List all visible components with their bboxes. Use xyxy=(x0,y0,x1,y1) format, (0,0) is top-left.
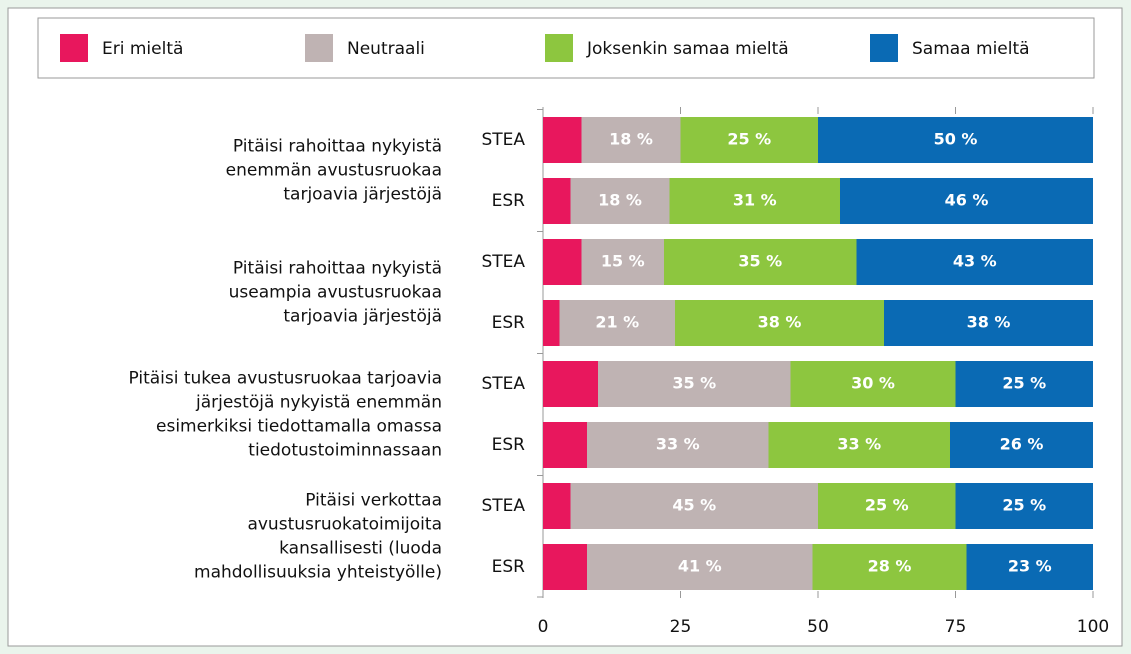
bar-segment xyxy=(559,300,675,346)
value-label: 18 % xyxy=(598,191,642,210)
group-label: järjestöjä nykyistä enemmän xyxy=(195,393,442,413)
value-label: 30 % xyxy=(851,374,895,393)
value-label: 28 % xyxy=(868,557,912,576)
value-label: 35 % xyxy=(672,374,716,393)
category-label: STEA xyxy=(481,496,525,516)
legend-swatch xyxy=(60,34,88,62)
group-label: mahdollisuuksia yhteistyölle) xyxy=(194,563,442,583)
bar-segment xyxy=(818,483,956,529)
bar-segment xyxy=(812,544,967,590)
value-label: 25 % xyxy=(727,130,771,149)
category-label: ESR xyxy=(492,313,526,333)
value-label: 25 % xyxy=(1002,374,1046,393)
category-label: ESR xyxy=(492,435,526,455)
value-label: 31 % xyxy=(733,191,777,210)
legend-label: Joksenkin samaa mieltä xyxy=(586,39,789,59)
legend-swatch xyxy=(870,34,898,62)
bar-segment xyxy=(543,422,587,468)
bar-segment xyxy=(543,483,571,529)
bar-segment xyxy=(768,422,950,468)
bar-segment xyxy=(884,300,1093,346)
legend-label: Neutraali xyxy=(347,39,425,59)
bar-segment xyxy=(543,178,571,224)
value-label: 41 % xyxy=(678,557,722,576)
value-label: 43 % xyxy=(953,252,997,271)
bar-segment xyxy=(955,361,1093,407)
bar-segment xyxy=(818,117,1093,163)
group-label: tiedotustoiminnassaan xyxy=(248,441,442,461)
legend-label: Samaa mieltä xyxy=(912,39,1030,59)
value-label: 50 % xyxy=(934,130,978,149)
value-label: 15 % xyxy=(601,252,645,271)
category-label: STEA xyxy=(481,252,525,272)
bar-segment xyxy=(543,239,582,285)
x-tick-label: 100 xyxy=(1077,617,1109,637)
bar-segment xyxy=(675,300,884,346)
category-label: ESR xyxy=(492,557,526,577)
group-label: esimerkiksi tiedottamalla omassa xyxy=(156,417,442,437)
value-label: 18 % xyxy=(609,130,653,149)
category-label: STEA xyxy=(481,374,525,394)
x-tick-label: 50 xyxy=(807,617,829,637)
value-label: 21 % xyxy=(595,313,639,332)
bar-segment xyxy=(570,178,670,224)
bar-segment xyxy=(543,117,582,163)
bar-segment xyxy=(950,422,1093,468)
group-label: Pitäisi verkottaa xyxy=(305,491,442,511)
bar-segment xyxy=(790,361,956,407)
bar-segment xyxy=(664,239,857,285)
group-label: avustusruokatoimijoita xyxy=(247,515,442,535)
bar-segment xyxy=(581,117,681,163)
group-label: useampia avustusruokaa xyxy=(229,283,442,303)
bar-segment xyxy=(955,483,1093,529)
bar-segment xyxy=(543,361,598,407)
value-label: 38 % xyxy=(758,313,802,332)
value-label: 23 % xyxy=(1008,557,1052,576)
category-label: STEA xyxy=(481,130,525,150)
legend-label: Eri mieltä xyxy=(102,39,183,59)
bar-segment xyxy=(587,422,769,468)
category-label: ESR xyxy=(492,191,526,211)
group-label: Pitäisi rahoittaa nykyistä xyxy=(233,259,442,279)
group-label: tarjoavia järjestöjä xyxy=(283,307,442,327)
group-label: Pitäisi tukea avustusruokaa tarjoavia xyxy=(128,369,442,389)
legend-swatch xyxy=(305,34,333,62)
bar-segment xyxy=(581,239,664,285)
bar-segment xyxy=(570,483,818,529)
group-label: enemmän avustusruokaa xyxy=(226,161,442,181)
value-label: 46 % xyxy=(945,191,989,210)
bar-segment xyxy=(543,544,587,590)
bar-segment xyxy=(840,178,1093,224)
value-label: 38 % xyxy=(967,313,1011,332)
group-label: tarjoavia järjestöjä xyxy=(283,185,442,205)
bar-segment xyxy=(598,361,791,407)
value-label: 35 % xyxy=(738,252,782,271)
x-tick-label: 25 xyxy=(670,617,692,637)
value-label: 33 % xyxy=(837,435,881,454)
value-label: 25 % xyxy=(1002,496,1046,515)
group-label: Pitäisi rahoittaa nykyistä xyxy=(233,137,442,157)
x-tick-label: 0 xyxy=(538,617,549,637)
bar-segment xyxy=(966,544,1093,590)
bar-segment xyxy=(856,239,1093,285)
value-label: 33 % xyxy=(656,435,700,454)
bar-segment xyxy=(669,178,840,224)
value-label: 26 % xyxy=(1000,435,1044,454)
value-label: 25 % xyxy=(865,496,909,515)
bar-segment xyxy=(543,300,560,346)
value-label: 45 % xyxy=(672,496,716,515)
bar-segment xyxy=(587,544,813,590)
x-tick-label: 75 xyxy=(945,617,967,637)
bar-segment xyxy=(680,117,818,163)
group-label: kansallisesti (luoda xyxy=(279,539,442,559)
legend-swatch xyxy=(545,34,573,62)
